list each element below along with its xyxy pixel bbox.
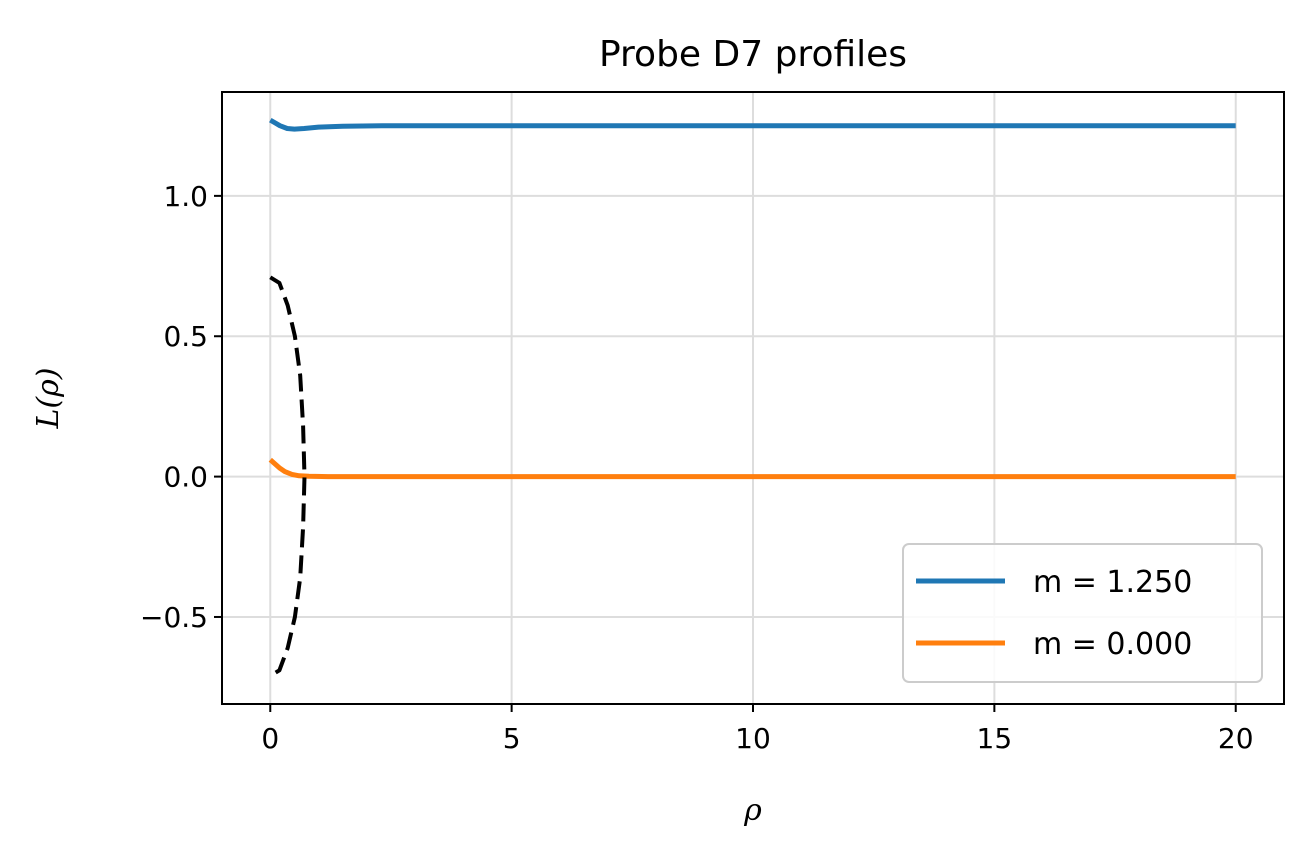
legend-label-m0000: m = 0.000 bbox=[1033, 627, 1192, 662]
x-tick-label: 20 bbox=[1218, 722, 1254, 755]
y-tick-label: 0.0 bbox=[163, 461, 208, 494]
series-line-dashed-boundary bbox=[269, 275, 307, 678]
series-line-m0000 bbox=[268, 457, 1236, 480]
y-tick-label: −0.5 bbox=[140, 601, 208, 634]
legend-label-m1250: m = 1.250 bbox=[1033, 565, 1192, 600]
x-tick-label: 0 bbox=[261, 722, 279, 755]
legend: m = 1.250 m = 0.000 bbox=[902, 543, 1263, 683]
x-tick-label: 10 bbox=[735, 722, 771, 755]
series-line-m1250 bbox=[269, 117, 1236, 132]
y-tick-label: 1.0 bbox=[163, 180, 208, 213]
y-tick-label: 0.5 bbox=[163, 320, 208, 353]
x-axis-label: ρ bbox=[743, 793, 762, 828]
x-tick-label: 5 bbox=[503, 722, 521, 755]
y-axis-label: L(ρ) bbox=[31, 368, 66, 430]
tick-layer: 0 5 10 15 20 −0.5 0.0 0.5 1.0 bbox=[140, 180, 1254, 755]
series-layer bbox=[268, 117, 1236, 678]
chart-title: Probe D7 profiles bbox=[599, 34, 907, 75]
x-tick-label: 15 bbox=[977, 722, 1013, 755]
